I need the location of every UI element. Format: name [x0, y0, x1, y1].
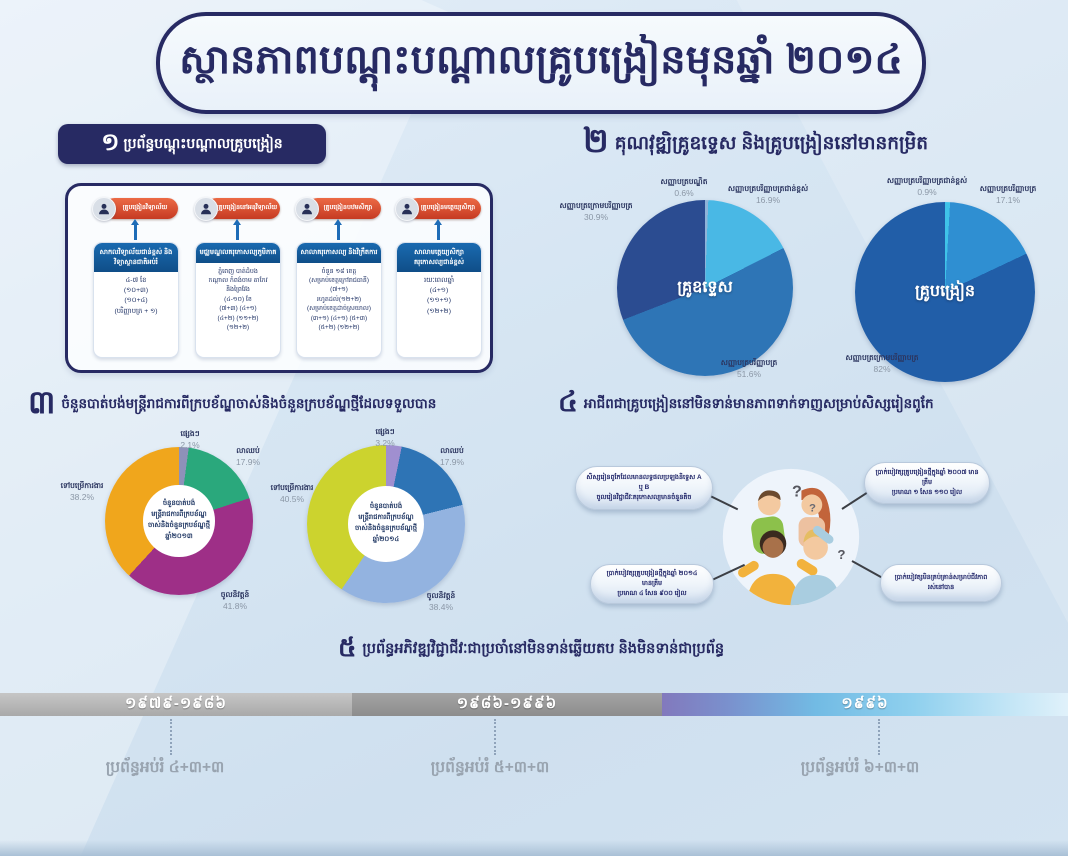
institution-name: សាលាមត្តេយ្យសិក្សា គរុកោសល្យជាន់ខ្ពស់ [397, 243, 481, 273]
donut-label-retired: ចូលនិវត្តន៍ 38.4% [426, 591, 456, 612]
section4-number: ៤ [558, 388, 578, 416]
pie-label-doctorate: សញ្ញាបត្របណ្ឌិត 0.6% [660, 177, 708, 198]
donut-label-transferred: ទៅបម្រើការងារ 40.5% [270, 483, 314, 504]
institution-name: សាលាគរុកោសល្យ និងវិក្រឹតការ [297, 243, 381, 263]
pie-label-master: សញ្ញាបត្របរិញ្ញាបត្រជាន់ខ្ពស់ 16.9% [727, 184, 809, 205]
pie-label-below-bachelor: សញ្ញាបត្រក្រោមបរិញ្ញាបត្រ 82% [845, 353, 919, 374]
donut-center-label: ចំនួនបាត់បង់ មន្ត្រីរាជការពីក្របខ័ណ្ឌ ចា… [143, 485, 215, 557]
section1-heading: ១ ប្រព័ន្ធបណ្ដុះបណ្ដាលគ្រូបង្រៀន [58, 124, 326, 164]
section2-number: ២ [583, 124, 609, 159]
person-icon [194, 197, 218, 221]
speech-bubble-top-score: សិស្សរៀនពូកែដែលមានលទ្ធផលប្រឡងនិទ្ទេស A ឬ… [575, 466, 713, 510]
section5-title: ប្រព័ន្ធអភិវឌ្ឍវិជ្ជាជីវៈជាប្រចាំនៅមិនទា… [362, 641, 725, 657]
section2-heading: ២ គុណវុឌ្ឍិគ្រូឧទ្ទេស និងគ្រូបង្រៀននៅមាន… [583, 124, 1063, 159]
institution-name: សាកលវិទ្យាល័យជាន់ខ្ពស់ និងវិទ្យាស្ថានជាត… [94, 243, 178, 273]
question-mark-icon: ? [837, 547, 845, 562]
teacher-pie-chart: គ្រូបង្រៀន [855, 202, 1035, 382]
person-icon [295, 197, 319, 221]
program-details: រយៈពេលឆ្នាំ (៤+១) (១១+១) (១២+២) [423, 277, 455, 315]
dotted-connector [878, 719, 880, 755]
teacher-type-pill-preschool: គ្រូបង្រៀនមត្តេយ្យសិក្សា [407, 198, 481, 219]
pie-label-bachelor: សញ្ញាបត្របរិញ្ញាបត្រ 51.6% [720, 358, 778, 379]
up-arrow-icon [131, 219, 138, 240]
section3-heading: ៣ ចំនួនបាត់បង់មន្ត្រីរាជការពីក្របខ័ណ្ឌចា… [28, 386, 548, 418]
speech-bubble-living-wage: ប្រាក់បៀវត្សមិនគ្រប់គ្រាន់សម្រាប់ជីវភាពរ… [880, 564, 1002, 602]
losses-donut-2013: ចំនួនបាត់បង់ មន្ត្រីរាជការពីក្របខ័ណ្ឌ ចា… [105, 447, 253, 595]
timeline-segment-1986-1996: ១៩៨៦-១៩៩៦ [352, 693, 662, 716]
donut-label-other: ផ្សេងៗ 2.1% [180, 429, 200, 450]
section3-title: ចំនួនបាត់បង់មន្ត្រីរាជការពីក្របខ័ណ្ឌចាស់… [61, 396, 437, 411]
question-mark-icon: ? [809, 502, 816, 514]
donut-center-label: ចំនួនបាត់បង់ មន្ត្រីរាជការពីក្របខ័ណ្ឌ ចា… [348, 486, 424, 562]
institution-card-preschool: សាលាមត្តេយ្យសិក្សា គរុកោសល្យជាន់ខ្ពស់ រយ… [396, 242, 482, 358]
program-details: ចំនួន ១៨ ខេត្ត (សម្រាប់ខេត្តក្រៅរាជធានី)… [307, 267, 371, 332]
education-system-label-433: ប្រព័ន្ធអប់រំ ៤+៣+៣ [105, 759, 225, 776]
institution-name: មជ្ឈមណ្ឌលគរុកោសល្យភូមិភាគ [196, 243, 280, 263]
pie-label-below-bachelor: សញ្ញាបត្រក្រោមបរិញ្ញាបត្រ 30.9% [559, 201, 633, 222]
section3-number: ៣ [28, 386, 56, 418]
teacher-type-pill-lowersecondary: គ្រូបង្រៀននៅអនុវិទ្យាល័យ [206, 198, 280, 219]
education-system-label-633: ប្រព័ន្ធអប់រំ ៦+៣+៣ [800, 759, 920, 776]
poster-title: ស្ថានភាពបណ្ដុះបណ្ដាលគ្រូបង្រៀនមុនឆ្នាំ ២… [179, 37, 903, 82]
confused-students-illustration: ? ? ? [720, 466, 862, 608]
up-arrow-icon [334, 219, 341, 240]
up-arrow-icon [434, 219, 441, 240]
trainer-pie-chart: គ្រូឧទ្ទេស [617, 200, 793, 376]
donut-label-other: ផ្សេងៗ 3.2% [375, 427, 395, 448]
program-details: ៤-៧ ខែ (១០+៣) (១០+៤) (បរិញ្ញាបត្រ + ១) [114, 277, 158, 315]
pie-label-bachelor: សញ្ញាបត្របរិញ្ញាបត្រ 17.1% [979, 184, 1037, 205]
section2-title: គុណវុឌ្ឍិគ្រូឧទ្ទេស និងគ្រូបង្រៀននៅមានកម… [614, 132, 928, 153]
institution-card-primary: សាលាគរុកោសល្យ និងវិក្រឹតការ ចំនួន ១៨ ខេត… [296, 242, 382, 358]
timeline-segment-1979-1986: ១៩៧៩-១៩៨៦ [0, 693, 352, 716]
pie-label-master: សញ្ញាបត្របរិញ្ញាបត្រជាន់ខ្ពស់ 0.9% [886, 176, 968, 197]
donut-label-resigned: លាឈប់ 17.9% [235, 446, 261, 467]
education-system-label-533: ប្រព័ន្ធអប់រំ ៥+៣+៣ [430, 759, 550, 776]
person-icon [92, 197, 116, 221]
donut-label-resigned: លាឈប់ 17.9% [439, 446, 465, 467]
section5-heading: ៥ ប្រព័ន្ធអភិវឌ្ឍវិជ្ជាជីវៈជាប្រចាំនៅមិន… [338, 634, 778, 661]
timeline-segment-1996: ១៩៩៦ [662, 693, 1068, 716]
institution-card-lowersecondary: មជ្ឈមណ្ឌលគរុកោសល្យភូមិភាគ ភ្នំពេញ បាត់ដំ… [195, 242, 281, 358]
section4-title: អាជីពជាគ្រូបង្រៀននៅមិនទាន់មានភាពទាក់ទាញស… [583, 396, 934, 411]
section1-number: ១ [101, 128, 120, 156]
question-mark-icon: ? [792, 482, 802, 500]
program-details: ភ្នំពេញ បាត់ដំបង កណ្ដាល កំពង់ចាម តាកែវ ន… [208, 267, 268, 332]
speech-bubble-salary-2007: ប្រាក់បៀវត្សគ្រូបង្រៀនថ្មីក្នុងឆ្នាំ ២០០… [864, 462, 990, 504]
section1-title: ប្រព័ន្ធបណ្ដុះបណ្ដាលគ្រូបង្រៀន [123, 134, 283, 151]
dotted-connector [170, 719, 172, 755]
section4-heading: ៤ អាជីពជាគ្រូបង្រៀននៅមិនទាន់មានភាពទាក់ទា… [558, 388, 1063, 416]
donut-label-retired: ចូលនិវត្តន៍ 41.8% [220, 590, 250, 611]
dotted-connector [494, 719, 496, 755]
section5-number: ៥ [338, 634, 357, 661]
teacher-type-pill-highschool: គ្រូបង្រៀនវិទ្យាល័យ [104, 198, 178, 219]
trainer-pie-center-label: គ្រូឧទ្ទេស [677, 279, 733, 296]
title-banner: ស្ថានភាពបណ្ដុះបណ្ដាលគ្រូបង្រៀនមុនឆ្នាំ ២… [156, 12, 926, 114]
teacher-pie-center-label: គ្រូបង្រៀន [915, 283, 975, 300]
losses-donut-2014: ចំនួនបាត់បង់ មន្ត្រីរាជការពីក្របខ័ណ្ឌ ចា… [307, 445, 465, 603]
teacher-type-pill-primary: គ្រូបង្រៀនបឋមសិក្សា [307, 198, 381, 219]
up-arrow-icon [233, 219, 240, 240]
institution-card-highschool: សាកលវិទ្យាល័យជាន់ខ្ពស់ និងវិទ្យាស្ថានជាត… [93, 242, 179, 358]
bottom-shade [0, 840, 1068, 856]
speech-bubble-salary-2014: ប្រាក់បៀវត្សគ្រូបង្រៀនថ្មីក្នុងឆ្នាំ ២០១… [590, 564, 714, 604]
person-icon [395, 197, 419, 221]
donut-label-transferred: ទៅបម្រើការងារ 38.2% [60, 481, 104, 502]
